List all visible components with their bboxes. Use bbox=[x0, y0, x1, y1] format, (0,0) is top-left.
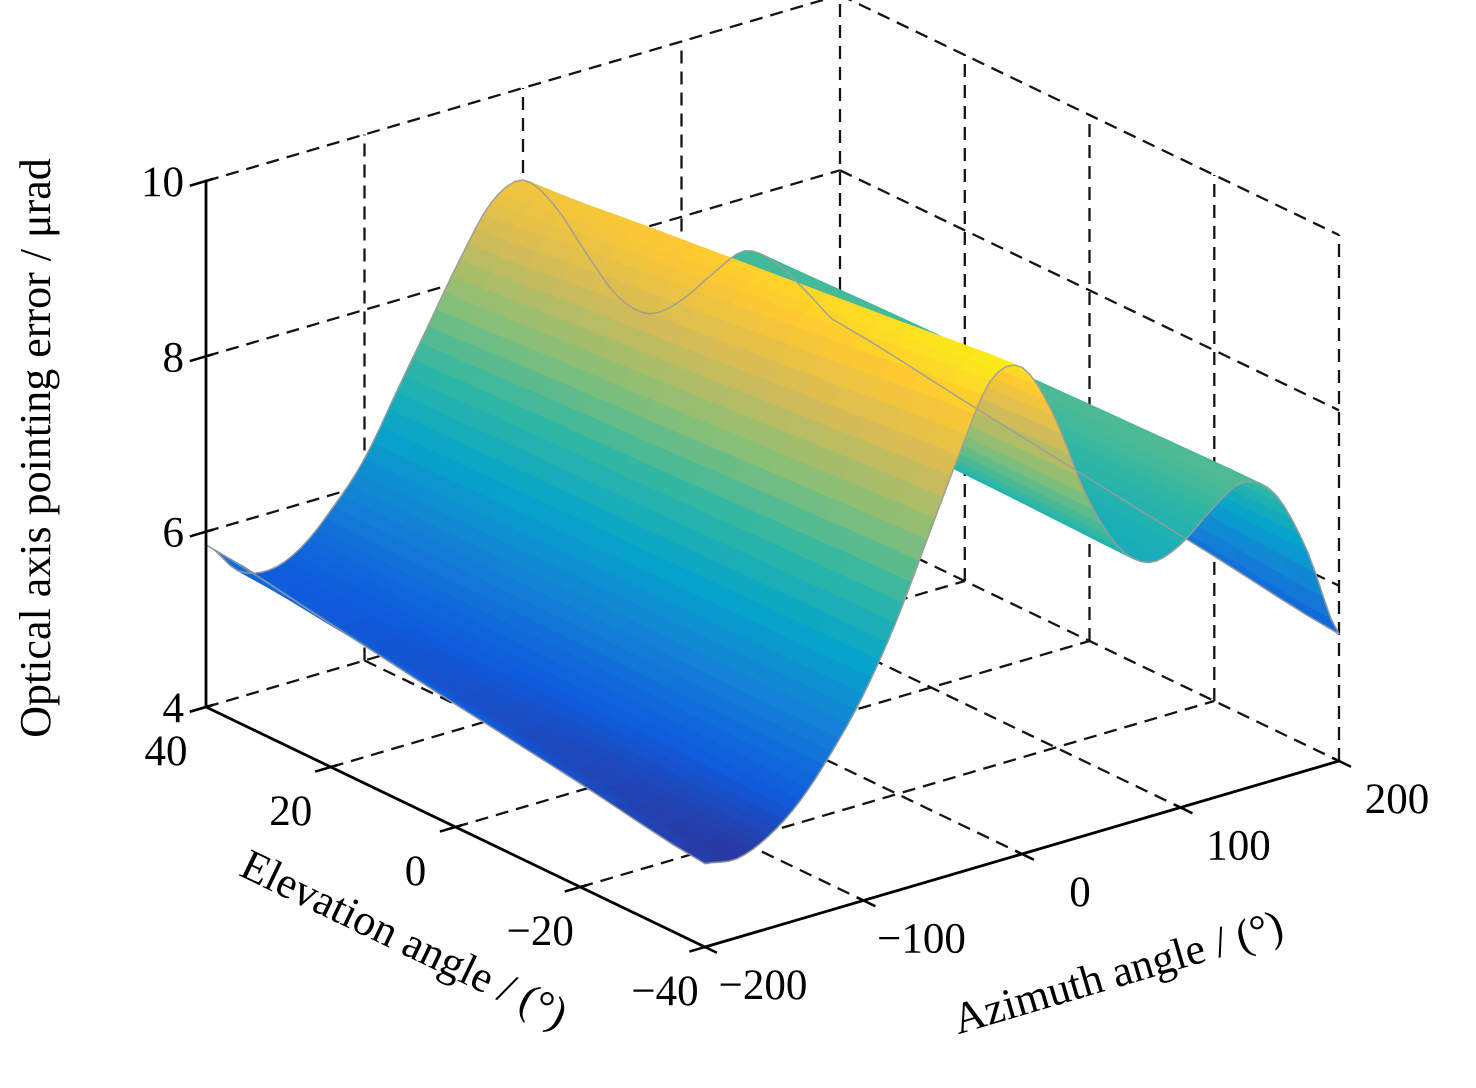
y-tick-label: −20 bbox=[507, 908, 574, 955]
x-axis-title: Azimuth angle / (°) bbox=[947, 900, 1288, 1043]
surface-mesh bbox=[205, 179, 1340, 865]
y-tick-label: 0 bbox=[405, 848, 427, 895]
x-tick-label: 0 bbox=[1069, 869, 1091, 916]
z-tick-label: 10 bbox=[141, 159, 184, 206]
x-tick-label: −200 bbox=[719, 962, 808, 1009]
x-tick-label: 100 bbox=[1206, 823, 1271, 870]
y-tick-label: 40 bbox=[145, 728, 188, 775]
y-tick-label: 20 bbox=[269, 788, 312, 835]
z-tick-label: 6 bbox=[163, 510, 185, 557]
z-tick-label: 4 bbox=[163, 685, 185, 732]
x-tick-label: −100 bbox=[877, 916, 966, 963]
z-axis-title: Optical axis pointing error / μrad bbox=[11, 158, 60, 738]
x-tick-label: 200 bbox=[1365, 776, 1430, 823]
y-tick-label: −40 bbox=[631, 968, 698, 1015]
z-tick-label: 8 bbox=[163, 334, 185, 381]
